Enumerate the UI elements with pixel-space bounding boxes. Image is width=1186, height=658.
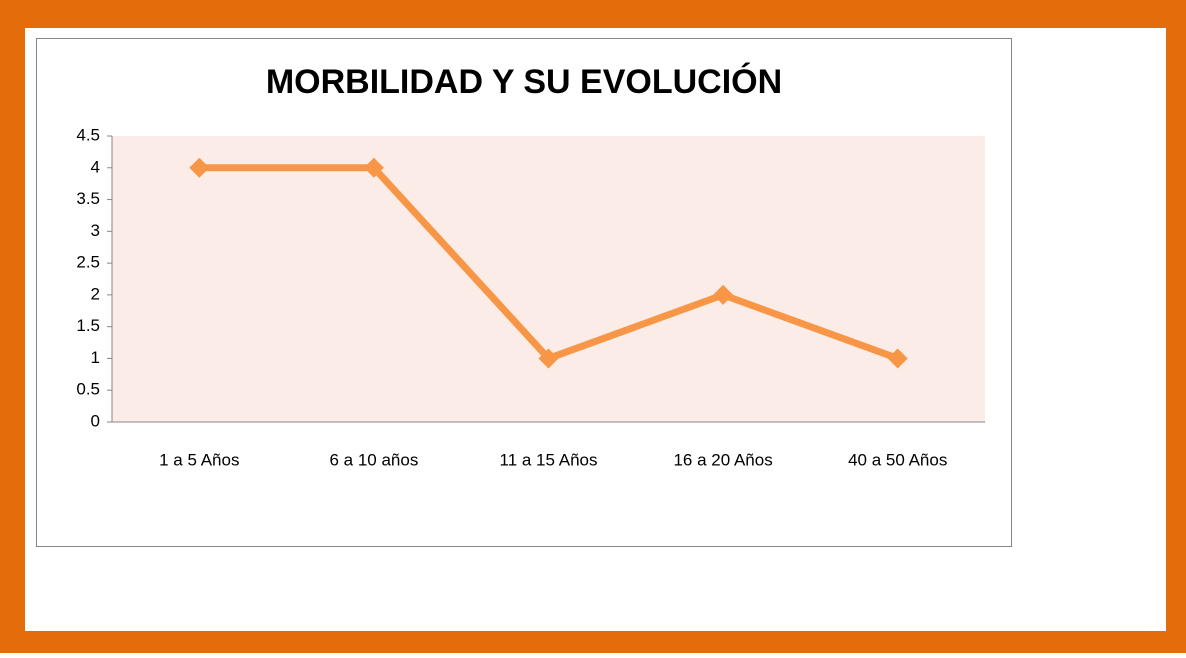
y-tick-label: 1.5: [76, 316, 100, 335]
y-tick-label: 3: [91, 221, 100, 240]
y-tick-label: 4.5: [76, 125, 100, 144]
x-tick-label: 40 a 50 Años: [848, 450, 947, 469]
y-tick-label: 0.5: [76, 380, 100, 399]
y-tick-label: 0: [91, 411, 100, 430]
x-tick-label: 6 a 10 años: [329, 450, 418, 469]
marker: [713, 284, 734, 305]
y-tick-label: 2.5: [76, 253, 100, 272]
y-tick-label: 4: [91, 157, 100, 176]
x-tick-label: 11 a 15 Años: [500, 450, 598, 469]
marker: [538, 348, 559, 369]
marker: [189, 157, 210, 178]
y-tick-label: 2: [91, 284, 100, 303]
marker: [363, 157, 384, 178]
chart-title: MORBILIDAD Y SU EVOLUCIÓN: [266, 63, 782, 101]
y-tick-label: 1: [91, 348, 100, 367]
marker: [887, 348, 908, 369]
x-tick-label: 1 a 5 Años: [159, 450, 239, 469]
plot-area: [112, 136, 985, 422]
y-tick-label: 3.5: [76, 189, 100, 208]
x-tick-label: 16 a 20 Años: [673, 450, 772, 469]
